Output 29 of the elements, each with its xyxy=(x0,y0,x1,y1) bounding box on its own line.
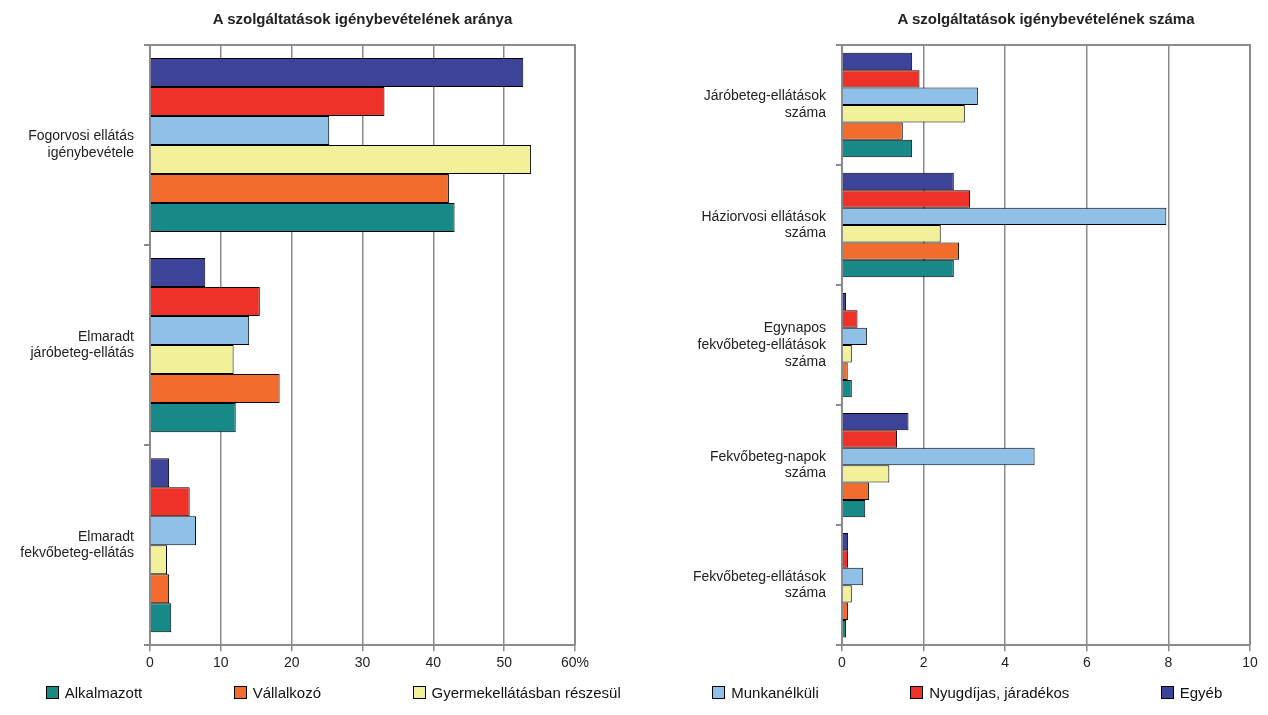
chart-title: A szolgáltatások igénybevételének aránya xyxy=(212,10,513,28)
y-tick-label: Fekvőbeteg-ellátások száma xyxy=(692,567,827,601)
legend-label: Nyugdíjas, járadékos xyxy=(928,684,1070,701)
x-tick-label: 50 xyxy=(496,654,513,671)
x-tick-label: 8 xyxy=(1164,654,1173,671)
x-tick-label: 30 xyxy=(354,654,371,671)
x-tick-label: 20 xyxy=(283,654,300,671)
x-tick-label: 6 xyxy=(1082,654,1091,671)
x-tick-label: 10 xyxy=(213,654,229,671)
y-tick-label: Háziorvosi ellátások száma xyxy=(701,207,827,241)
x-tick-label: 60% xyxy=(560,654,590,671)
x-tick-label: 40 xyxy=(425,654,442,671)
chart-title: A szolgáltatások igénybevételének száma xyxy=(897,10,1196,28)
legend-label: Alkalmazott xyxy=(63,684,143,701)
y-tick-label: Elmaradt járóbeteg-ellátás xyxy=(29,327,135,361)
legend-label: Munkanélküli xyxy=(730,684,819,701)
y-tick-label: Elmaradt fekvőbeteg-ellátás xyxy=(20,527,135,561)
y-tick-label: Fekvőbeteg-napok száma xyxy=(710,447,827,481)
x-tick-label: 2 xyxy=(919,654,928,671)
x-tick-label: 0 xyxy=(146,654,155,671)
y-tick-label: Egynapos fekvőbeteg-ellátások száma xyxy=(697,319,827,369)
x-tick-label: 0 xyxy=(838,654,847,671)
legend-label: Gyermekellátásban részesül xyxy=(430,684,621,701)
y-tick-label: Járóbeteg-ellátások száma xyxy=(703,87,827,121)
legend-label: Egyéb xyxy=(1178,684,1223,701)
y-tick-label: Fogorvosi ellátás igénybevétele xyxy=(28,127,135,161)
x-tick-label: 4 xyxy=(1001,654,1010,671)
legend-label: Vállalkozó xyxy=(251,684,322,701)
x-tick-label: 10 xyxy=(1242,654,1258,671)
